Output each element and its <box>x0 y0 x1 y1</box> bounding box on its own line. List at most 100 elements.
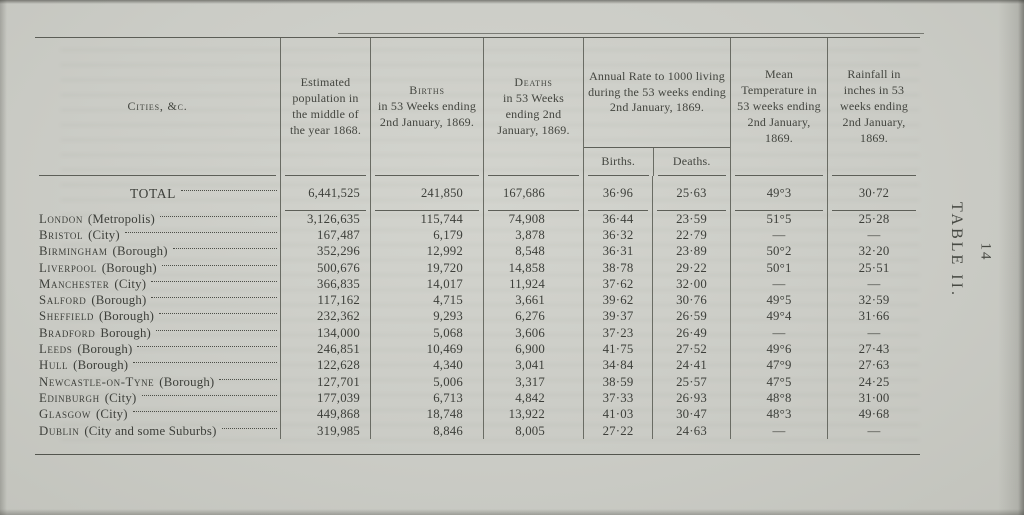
table-row-dublin: Dublin (City and some Suburbs) 319,985 8,… <box>35 422 920 440</box>
cell-city: Liverpool (Borough) <box>35 260 280 276</box>
cell-total-temperature: 49°3 <box>730 176 827 211</box>
births-subtitle: in 53 Weeks ending 2nd January, 1869. <box>377 99 477 129</box>
city-qualifier: (Borough) <box>159 374 215 389</box>
annual-rate-title: Annual Rate to 1000 living during the 53… <box>584 38 730 147</box>
cell-city: Newcastle-on-Tyne (Borough) <box>35 374 280 390</box>
cell-temperature: 50°1 <box>730 259 827 277</box>
table-row-newcastle: Newcastle-on-Tyne (Borough) 127,701 5,006… <box>35 373 920 391</box>
dotted-leader <box>151 297 277 299</box>
city-name: Bristol <box>39 227 84 242</box>
cell-deaths: 3,661 <box>483 292 583 309</box>
cell-total-births: 241,850 <box>370 176 483 211</box>
cell-rate-deaths: 24·41 <box>652 357 730 374</box>
city-name: Manchester <box>39 276 110 291</box>
cell-deaths: 74,908 <box>483 211 583 228</box>
cell-city: Bradford Borough) <box>35 325 280 341</box>
total-label: TOTAL <box>130 185 176 201</box>
table-row-leeds: Leeds (Borough) 246,851 10,469 6,900 41·7… <box>35 341 920 358</box>
col-header-births-label: Births in 53 Weeks ending 2nd January, 18… <box>376 83 478 130</box>
cell-temperature: 49°6 <box>730 341 827 358</box>
cell-deaths: 8,548 <box>483 243 583 260</box>
city-qualifier: (Borough) <box>73 358 129 373</box>
cell-population: 246,851 <box>280 341 370 358</box>
city-qualifier: (Metropolis) <box>87 211 156 226</box>
table-row-sheffield: Sheffield (Borough) 232,362 9,293 6,276 3… <box>35 308 920 326</box>
table-row-salford: Salford (Borough) 117,162 4,715 3,661 39·… <box>35 292 920 309</box>
city-qualifier: (Borough) <box>91 293 147 308</box>
cell-rate-deaths: 25·57 <box>652 373 730 391</box>
city-qualifier: (City and some Suburbs) <box>84 423 217 438</box>
cell-population: 366,835 <box>280 276 370 293</box>
city-name: London <box>39 211 83 226</box>
cell-total-deaths: 167,686 <box>483 176 583 211</box>
col-header-cities-label: Cities, &c. <box>127 99 188 114</box>
cell-temperature: — <box>730 227 827 244</box>
cell-births: 6,179 <box>370 227 483 244</box>
dotted-leader <box>161 264 277 266</box>
cell-city: Edinburgh (City) <box>35 390 280 406</box>
dotted-leader <box>219 378 277 380</box>
col-header-deaths: Deaths in 53 Weeks ending 2nd January, 18… <box>483 38 583 176</box>
cell-temperature: — <box>730 325 827 342</box>
cell-total-rainfall: 30·72 <box>827 176 920 211</box>
statistics-table: Cities, &c. Estimated population in the … <box>35 33 924 455</box>
cell-rainfall: 49·68 <box>827 406 920 423</box>
cell-rate-deaths: 22·79 <box>652 227 730 244</box>
city-qualifier: (City) <box>104 390 137 405</box>
col-header-population-label: Estimated population in the middle of th… <box>289 75 362 137</box>
cell-population: 117,162 <box>280 292 370 309</box>
col-header-cities: Cities, &c. <box>35 38 280 176</box>
cell-rate-births: 37·23 <box>583 325 652 342</box>
cell-population: 167,487 <box>280 227 370 244</box>
cell-rainfall: 32·59 <box>827 292 920 309</box>
city-name: Salford <box>39 293 87 308</box>
cell-temperature: — <box>730 422 827 440</box>
dotted-leader <box>156 329 277 331</box>
cell-births: 9,293 <box>370 308 483 326</box>
subcol-header-rate-births: Births. <box>584 148 653 176</box>
col-header-births: Births in 53 Weeks ending 2nd January, 18… <box>370 38 483 176</box>
col-header-deaths-label: Deaths in 53 Weeks ending 2nd January, 18… <box>489 75 578 138</box>
cell-births: 10,469 <box>370 341 483 358</box>
cell-births: 5,068 <box>370 325 483 342</box>
cell-deaths: 14,858 <box>483 259 583 277</box>
cell-temperature: 47°9 <box>730 357 827 374</box>
births-title: Births <box>409 83 445 98</box>
cell-births: 8,846 <box>370 422 483 440</box>
cell-deaths: 3,317 <box>483 373 583 391</box>
cell-population: 232,362 <box>280 308 370 326</box>
cell-rainfall: 31·00 <box>827 390 920 407</box>
cell-temperature: 51°5 <box>730 211 827 228</box>
cell-total-population: 6,441,525 <box>280 176 370 211</box>
cell-rate-deaths: 23·89 <box>652 243 730 260</box>
cell-city: Sheffield (Borough) <box>35 309 280 325</box>
col-header-annual-rate: Annual Rate to 1000 living during the 53… <box>583 38 730 176</box>
cell-temperature: 49°5 <box>730 292 827 309</box>
cell-deaths: 3,878 <box>483 227 583 244</box>
cell-rate-births: 36·32 <box>583 227 652 244</box>
cell-rate-deaths: 30·76 <box>652 292 730 309</box>
cell-population: 122,628 <box>280 357 370 374</box>
cell-deaths: 6,900 <box>483 341 583 358</box>
cell-rate-births: 36·31 <box>583 243 652 260</box>
col-header-temperature-label: Mean Temperature in 53 weeks ending 2nd … <box>737 67 821 145</box>
rate-deaths-label: Deaths. <box>672 154 711 169</box>
deaths-title: Deaths <box>514 75 553 90</box>
cell-temperature: 48°3 <box>730 406 827 423</box>
table-row-bradford: Bradford Borough) 134,000 5,068 3,606 37·… <box>35 325 920 342</box>
cell-temperature: 47°5 <box>730 373 827 391</box>
table-number-label: TABLE II. <box>948 202 965 298</box>
rate-births-label: Births. <box>601 154 636 169</box>
cell-deaths: 3,606 <box>483 325 583 342</box>
cell-population: 449,868 <box>280 406 370 423</box>
cell-rate-deaths: 26·49 <box>652 325 730 342</box>
city-name: Newcastle-on-Tyne <box>39 374 155 389</box>
cell-rate-deaths: 30·47 <box>652 406 730 423</box>
cell-city: Hull (Borough) <box>35 358 280 374</box>
cell-temperature: 50°2 <box>730 243 827 260</box>
cell-births: 115,744 <box>370 211 483 228</box>
cell-population: 127,701 <box>280 373 370 391</box>
cell-births: 5,006 <box>370 373 483 391</box>
city-name: Sheffield <box>39 309 95 324</box>
table-header-row: Cities, &c. Estimated population in the … <box>35 38 920 176</box>
